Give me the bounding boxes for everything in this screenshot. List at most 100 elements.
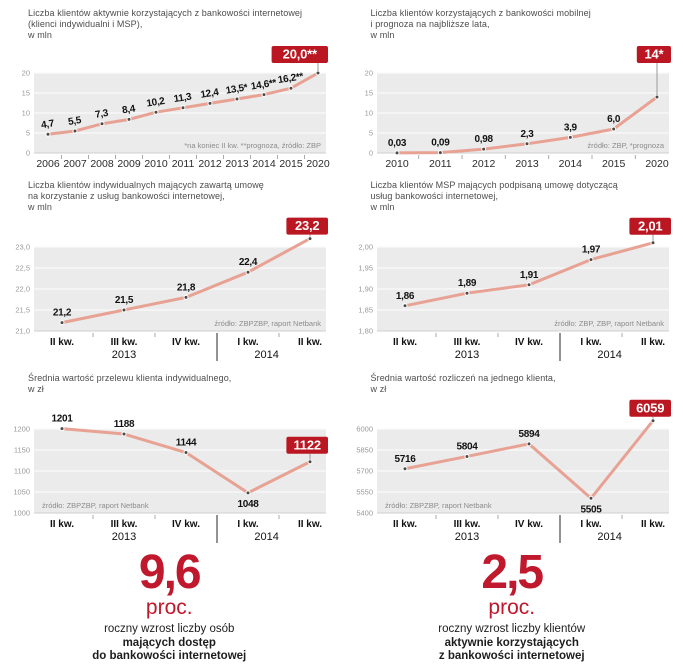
chart-svg: 1200 1150 1100 1050 1000 1201 1188 1144 1048 II k… [13,414,328,543]
svg-text:1000: 1000 [13,509,30,518]
stat-description: roczny wzrost liczby klientów aktywnie k… [347,623,678,664]
svg-text:II kw.: II kw. [50,337,74,348]
svg-text:10: 10 [22,109,30,118]
svg-text:1100: 1100 [14,467,30,476]
svg-text:12,4: 12,4 [200,87,220,101]
svg-text:10: 10 [364,109,372,118]
svg-text:2007: 2007 [63,158,87,170]
chart-title: Średnia wartość przelewu klienta indywid… [28,373,335,395]
chart-canvas: 2,00 1,95 1,90 1,85 1,80 1,86 1,89 1,91 1,97 II k… [347,215,678,365]
value-badge: 1122 [286,436,328,454]
svg-text:6,0: 6,0 [607,114,621,125]
chart-title-line: Liczba klientów aktywnie korzystających … [28,8,303,18]
svg-text:13,5*: 13,5* [225,82,249,96]
chart-individual-agreements: Liczba klientów indywidualnych mających … [4,180,335,365]
svg-text:1150: 1150 [14,446,30,455]
svg-text:2,3: 2,3 [520,129,534,140]
svg-text:5894: 5894 [518,429,540,440]
svg-text:2009: 2009 [117,158,141,170]
svg-text:1,90: 1,90 [358,285,373,294]
svg-text:5804: 5804 [456,441,478,452]
svg-text:2006: 2006 [36,158,60,170]
svg-text:IV kw.: IV kw. [172,519,200,530]
chart-title-line: Liczba klientów indywidualnych mających … [28,180,264,190]
svg-text:I kw.: I kw. [237,519,259,530]
svg-text:15: 15 [22,89,30,98]
svg-text:2015: 2015 [601,158,625,170]
svg-text:5716: 5716 [394,454,416,465]
chart-title: Liczba klientów indywidualnych mających … [28,180,335,213]
svg-text:2012: 2012 [198,158,222,170]
svg-text:1,95: 1,95 [358,264,373,273]
svg-text:III kw.: III kw. [453,337,480,348]
svg-text:2014: 2014 [558,158,582,170]
svg-text:1,91: 1,91 [519,270,538,281]
svg-text:IV kw.: IV kw. [515,519,543,530]
chart-unit-label: w mln [28,30,53,40]
svg-text:20: 20 [22,69,30,78]
svg-text:21,2: 21,2 [53,308,72,319]
stat-desc-line: mających dostęp [122,636,216,649]
stat-active-clients-growth: 2,5 proc. roczny wzrost liczby klientów … [347,546,678,664]
svg-text:5,5: 5,5 [67,115,82,128]
svg-text:5550: 5550 [356,488,373,497]
chart-title: Liczba klientów aktywnie korzystających … [28,8,335,41]
value-badge: 20,0** [271,46,328,63]
svg-text:źródło: ZBP, *prognoza: źródło: ZBP, *prognoza [587,141,664,150]
svg-text:20,0**: 20,0** [283,47,318,62]
svg-text:III kw.: III kw. [111,519,138,530]
svg-text:1,89: 1,89 [457,278,476,289]
chart-avg-settlement-value: Średnia wartość rozliczeń na jednego kli… [347,373,678,547]
svg-text:21,8: 21,8 [177,282,196,293]
svg-text:IV kw.: IV kw. [515,337,543,348]
stat-desc-line: aktywnie korzystających [444,636,579,649]
svg-text:źródło: ZBPZBP, raport Netbank: źródło: ZBPZBP, raport Netbank [42,501,149,510]
svg-text:2013: 2013 [454,349,478,361]
svg-text:II kw.: II kw. [50,519,74,530]
chart-canvas: 20 15 10 5 0 0,03 0,09 0,98 2,3 3,9 6,0 2010 2011 201… [347,43,678,172]
svg-text:2011: 2011 [172,158,195,170]
svg-text:2010: 2010 [385,158,409,170]
svg-text:16,2**: 16,2** [277,71,304,86]
stat-desc-line: z bankowości internetowej [438,650,585,662]
svg-text:I kw.: I kw. [580,337,602,348]
banking-infographic: Liczba klientów aktywnie korzystających … [4,8,678,662]
svg-text:źródło: ZBPZBP, raport Netbank: źródło: ZBPZBP, raport Netbank [385,501,492,510]
svg-text:III kw.: III kw. [111,337,138,348]
chart-title-line: (klienci indywidualni i MSP), [28,19,143,29]
stat-unit: proc. [145,596,193,619]
svg-text:2010: 2010 [144,158,168,170]
stats-row: 9,6 proc. roczny wzrost liczby osób mają… [4,546,678,664]
chart-unit-label: w mln [28,202,53,212]
svg-text:11,3: 11,3 [173,91,193,105]
chart-unit-label: w zł [28,384,44,394]
svg-text:2013: 2013 [454,531,478,543]
svg-text:5: 5 [368,129,372,138]
svg-text:21,5: 21,5 [15,306,30,315]
svg-text:22,5: 22,5 [15,264,30,273]
chart-title-line: Średnia wartość rozliczeń na jednego kli… [370,373,556,383]
svg-text:1200: 1200 [13,425,30,434]
value-badge: 2,01 [628,217,671,235]
svg-text:2013: 2013 [112,349,136,361]
chart-title: Liczba klientów korzystających z bankowo… [371,8,678,41]
svg-text:10,2: 10,2 [146,96,166,110]
svg-text:2015: 2015 [279,158,303,170]
svg-text:1,85: 1,85 [358,306,373,315]
stat-unit: proc. [488,596,536,619]
svg-text:0,03: 0,03 [387,138,406,149]
stat-number: 9,6 [138,546,202,599]
stat-number: 2,5 [481,546,544,599]
chart-internet-banking-active-users: Liczba klientów aktywnie korzystających … [4,8,335,172]
chart-title-line: na korzystanie z usług bankowości intern… [28,191,225,201]
svg-text:2020: 2020 [645,158,669,170]
chart-title-line: Liczba klientów korzystających z bankowo… [370,8,591,18]
chart-title-line: Liczba klientów MSP mających podpisaną u… [370,180,618,190]
svg-text:2012: 2012 [471,158,495,170]
svg-text:2014: 2014 [597,349,621,361]
svg-text:0: 0 [26,149,30,158]
chart-canvas: 20 15 10 5 0 4,7 5,5 7,3 8,4 10,2 11,3 12,4 13,5* 14,… [4,43,335,172]
svg-text:1122: 1122 [293,437,320,452]
chart-title-line: usług bankowości internetowej, [370,191,499,201]
chart-canvas: 1200 1150 1100 1050 1000 1201 1188 1144 1048 II k… [4,397,335,547]
